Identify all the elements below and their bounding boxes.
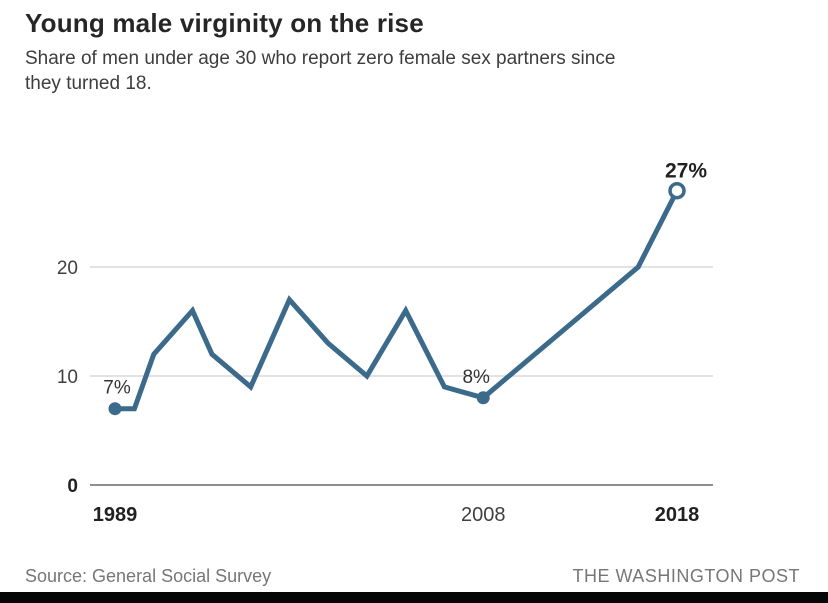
x-tick-label-2018: 2018 [655,504,700,526]
y-tick-label-20: 20 [57,258,78,279]
y-tick-label-10: 10 [57,367,78,388]
bottom-bar [0,592,828,603]
chart-subtitle-line2: they turned 18. [25,73,152,94]
x-tick-label-1989: 1989 [93,504,138,526]
publisher-attribution: THE WASHINGTON POST [572,566,800,586]
chart-footer: Source: General Social Survey THE WASHIN… [25,566,800,587]
chart-subtitle: Share of men under age 30 who report zer… [25,46,615,96]
y-tick-label-0: 0 [67,476,78,497]
point-label-1989: 7% [103,378,131,399]
x-tick-label-2008: 2008 [461,504,506,526]
point-marker-2018 [668,181,686,200]
source-note: Source: General Social Survey [25,566,272,586]
point-marker-2008 [476,391,490,405]
chart-subtitle-line1: Share of men under age 30 who report zer… [25,48,616,69]
point-label-2018: 27% [665,160,707,183]
chart-title: Young male virginity on the rise [25,8,424,38]
point-label-2008: 8% [462,367,490,388]
point-marker-1989 [108,402,122,416]
series-line [115,189,680,412]
